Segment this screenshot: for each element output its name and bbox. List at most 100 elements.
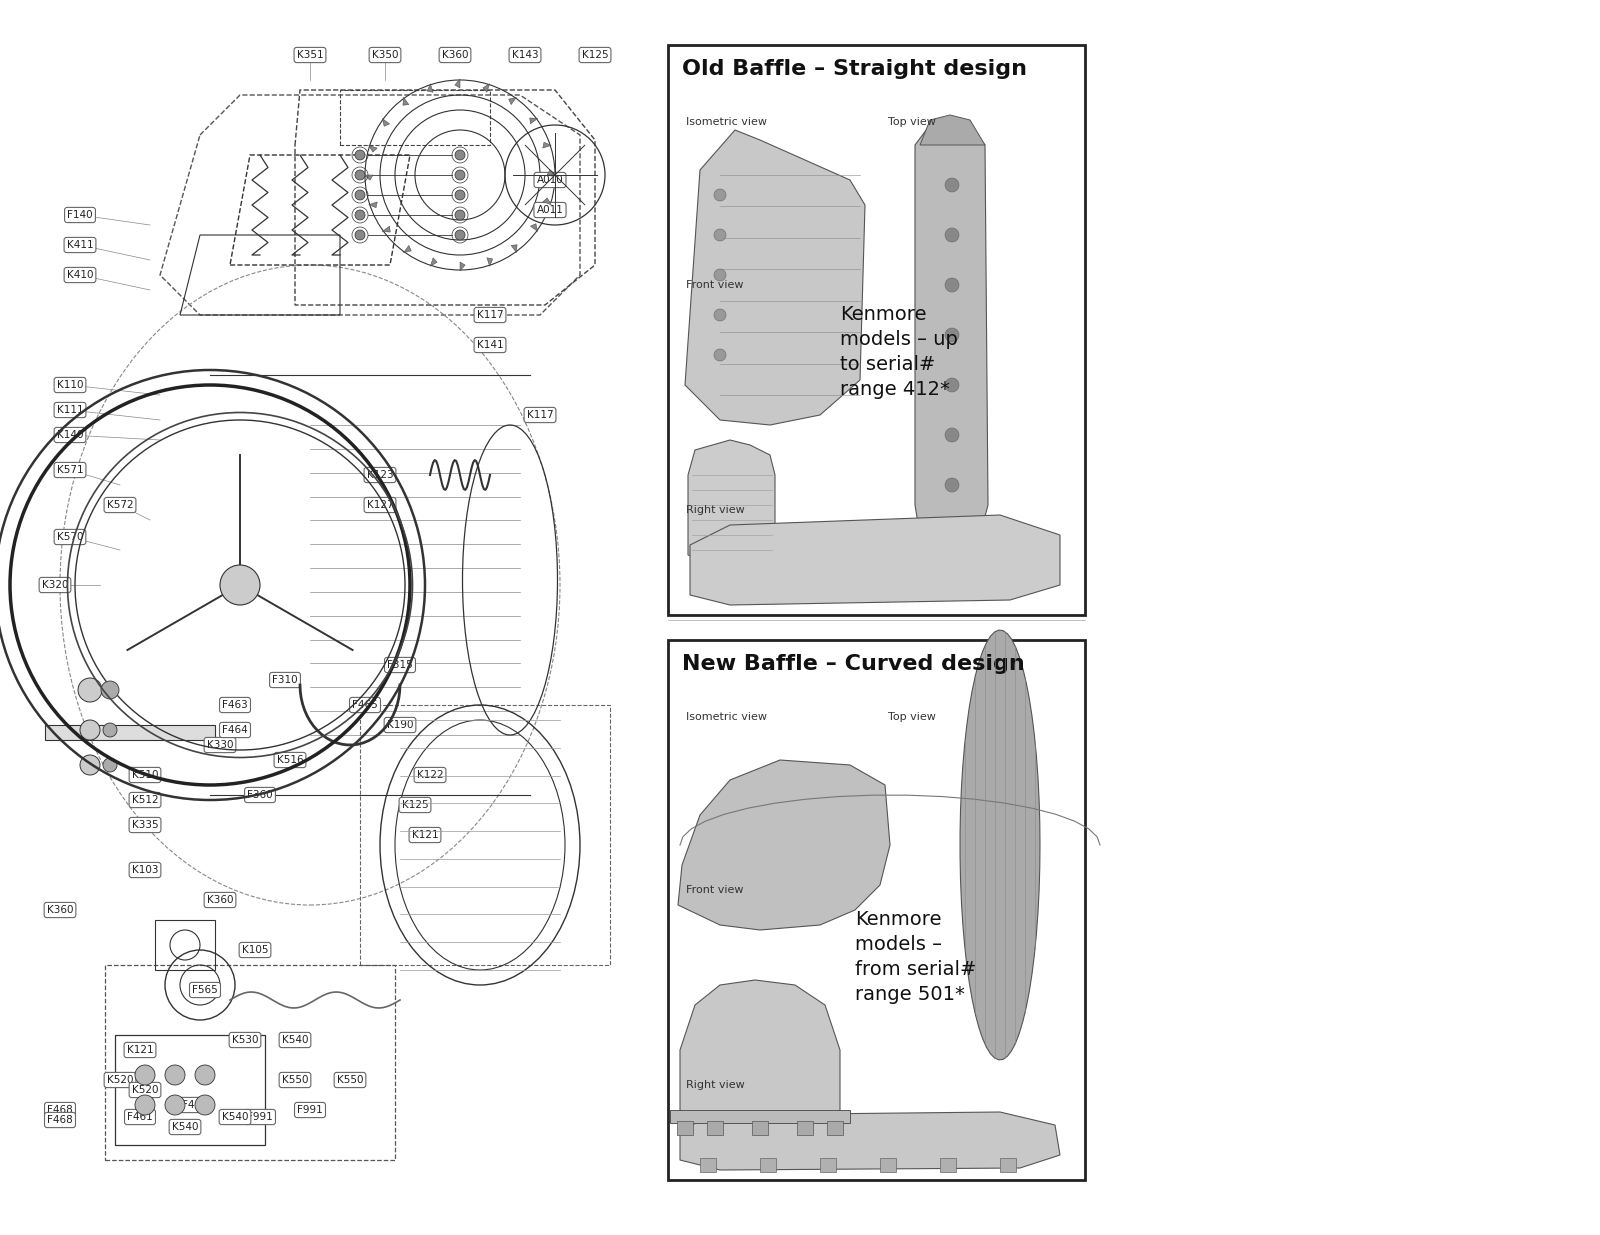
Circle shape bbox=[355, 190, 365, 200]
Text: Top view: Top view bbox=[888, 117, 936, 127]
Polygon shape bbox=[382, 119, 390, 126]
Bar bbox=[827, 1121, 843, 1135]
Text: Kenmore
models – up
to serial#
range 412*: Kenmore models – up to serial# range 412… bbox=[840, 305, 958, 399]
Circle shape bbox=[714, 228, 726, 241]
Text: A011: A011 bbox=[536, 205, 563, 215]
Text: K540: K540 bbox=[282, 1035, 309, 1045]
Text: F463: F463 bbox=[222, 700, 248, 710]
Text: F565: F565 bbox=[192, 986, 218, 995]
Circle shape bbox=[195, 1095, 214, 1115]
Circle shape bbox=[165, 1095, 186, 1115]
Text: K140: K140 bbox=[56, 430, 83, 440]
Polygon shape bbox=[509, 98, 517, 105]
Circle shape bbox=[454, 170, 466, 180]
Text: F461: F461 bbox=[126, 1112, 154, 1123]
Text: K117: K117 bbox=[477, 310, 504, 320]
Bar bbox=[1000, 1158, 1016, 1172]
Polygon shape bbox=[915, 120, 989, 545]
Circle shape bbox=[454, 149, 466, 161]
Text: K510: K510 bbox=[131, 769, 158, 781]
Circle shape bbox=[714, 269, 726, 282]
Bar bbox=[880, 1158, 896, 1172]
Circle shape bbox=[714, 350, 726, 361]
Text: K125: K125 bbox=[582, 49, 608, 61]
Polygon shape bbox=[685, 130, 866, 425]
Text: K125: K125 bbox=[402, 800, 429, 810]
Text: K335: K335 bbox=[131, 820, 158, 830]
Text: K360: K360 bbox=[206, 895, 234, 905]
Text: K121: K121 bbox=[126, 1045, 154, 1055]
Circle shape bbox=[454, 230, 466, 240]
Bar bbox=[155, 920, 214, 969]
Circle shape bbox=[946, 378, 958, 391]
Text: F468: F468 bbox=[46, 1115, 74, 1125]
Bar bbox=[106, 965, 395, 1160]
Text: K550: K550 bbox=[336, 1074, 363, 1086]
Text: K410: K410 bbox=[67, 270, 93, 280]
Polygon shape bbox=[510, 245, 517, 253]
Circle shape bbox=[946, 178, 958, 191]
Text: F465: F465 bbox=[352, 700, 378, 710]
Text: A010: A010 bbox=[536, 175, 563, 185]
Text: K411: K411 bbox=[67, 240, 93, 249]
Text: K516: K516 bbox=[277, 755, 304, 764]
Text: K571: K571 bbox=[56, 466, 83, 475]
Text: F315: F315 bbox=[387, 659, 413, 671]
Text: K570: K570 bbox=[56, 532, 83, 542]
Polygon shape bbox=[483, 84, 490, 93]
Text: K572: K572 bbox=[107, 500, 133, 510]
Text: K110: K110 bbox=[56, 380, 83, 390]
Bar bbox=[752, 1121, 768, 1135]
Text: Right view: Right view bbox=[686, 505, 744, 515]
Circle shape bbox=[134, 1065, 155, 1086]
Circle shape bbox=[454, 210, 466, 220]
Text: F360: F360 bbox=[246, 790, 274, 800]
Bar bbox=[669, 44, 1085, 615]
Circle shape bbox=[355, 210, 365, 220]
Text: K530: K530 bbox=[232, 1035, 258, 1045]
Text: K141: K141 bbox=[477, 340, 504, 350]
Circle shape bbox=[946, 329, 958, 342]
Text: K520: K520 bbox=[107, 1074, 133, 1086]
Bar bbox=[797, 1121, 813, 1135]
Bar bbox=[669, 640, 1085, 1179]
Bar bbox=[819, 1158, 835, 1172]
Text: F464: F464 bbox=[222, 725, 248, 735]
Polygon shape bbox=[920, 115, 986, 144]
Circle shape bbox=[946, 228, 958, 242]
Text: F461: F461 bbox=[182, 1100, 208, 1110]
Text: K540: K540 bbox=[171, 1123, 198, 1132]
Polygon shape bbox=[368, 201, 378, 207]
Text: K550: K550 bbox=[282, 1074, 309, 1086]
Polygon shape bbox=[365, 175, 373, 180]
Polygon shape bbox=[530, 224, 538, 231]
Text: K122: K122 bbox=[416, 769, 443, 781]
Polygon shape bbox=[430, 258, 437, 267]
Polygon shape bbox=[542, 198, 552, 205]
Text: K351: K351 bbox=[296, 49, 323, 61]
Circle shape bbox=[946, 278, 958, 291]
Polygon shape bbox=[547, 169, 557, 175]
Circle shape bbox=[714, 309, 726, 321]
Circle shape bbox=[946, 478, 958, 492]
Polygon shape bbox=[680, 981, 840, 1128]
Circle shape bbox=[454, 190, 466, 200]
Circle shape bbox=[78, 678, 102, 701]
Text: F140: F140 bbox=[67, 210, 93, 220]
Text: F468: F468 bbox=[46, 1105, 74, 1115]
Text: K121: K121 bbox=[411, 830, 438, 840]
Polygon shape bbox=[680, 1112, 1059, 1170]
Circle shape bbox=[355, 230, 365, 240]
Circle shape bbox=[102, 758, 117, 772]
Polygon shape bbox=[403, 98, 410, 105]
Text: K540: K540 bbox=[222, 1112, 248, 1123]
Text: Front view: Front view bbox=[686, 885, 744, 895]
Text: K512: K512 bbox=[131, 795, 158, 805]
Text: Isometric view: Isometric view bbox=[686, 117, 766, 127]
Bar bbox=[701, 1158, 717, 1172]
Text: K127: K127 bbox=[366, 500, 394, 510]
Text: K111: K111 bbox=[56, 405, 83, 415]
Bar bbox=[941, 1158, 957, 1172]
Polygon shape bbox=[403, 246, 411, 253]
Circle shape bbox=[355, 170, 365, 180]
